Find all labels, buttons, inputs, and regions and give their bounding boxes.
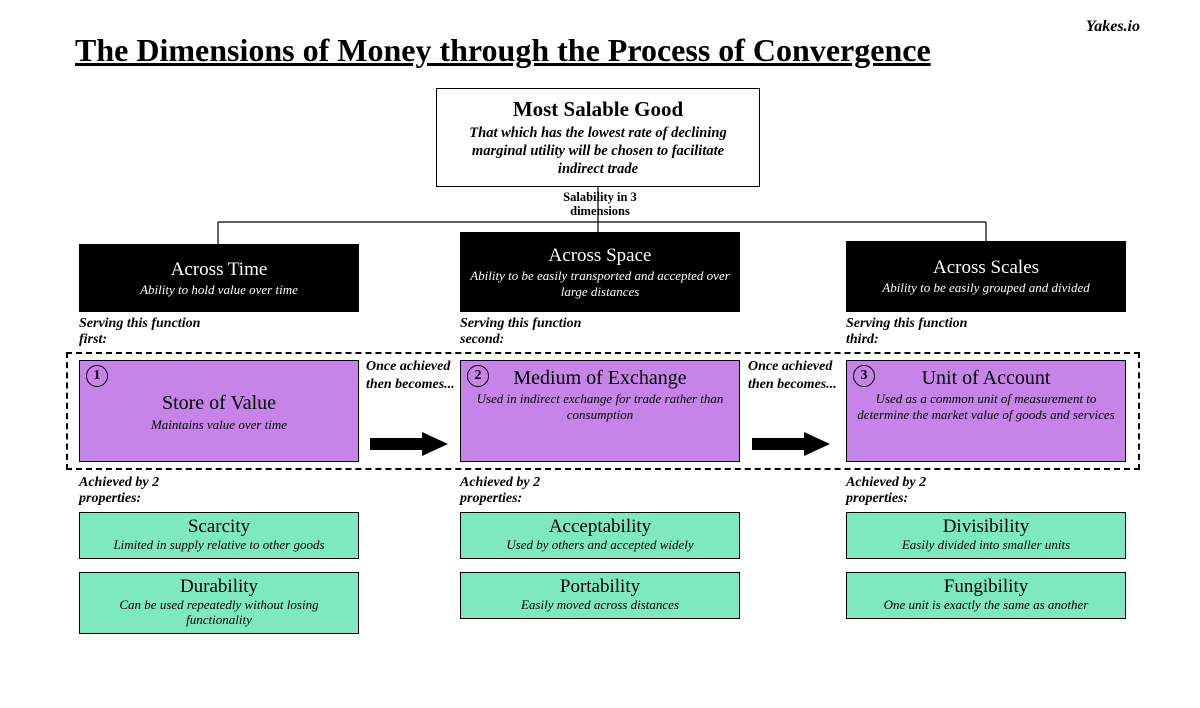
arrow-right-icon bbox=[752, 432, 830, 456]
function-unit-of-account: 3 Unit of Account Used as a common unit … bbox=[846, 360, 1126, 462]
property-title: Portability bbox=[471, 576, 729, 598]
most-salable-good-box: Most Salable Good That which has the low… bbox=[436, 88, 760, 187]
property-acceptability: Acceptability Used by others and accepte… bbox=[460, 512, 740, 559]
function-medium-of-exchange: 2 Medium of Exchange Used in indirect ex… bbox=[460, 360, 740, 462]
function-sub: Maintains value over time bbox=[90, 417, 348, 433]
function-store-of-value: 1 Store of Value Maintains value over ti… bbox=[79, 360, 359, 462]
property-fungibility: Fungibility One unit is exactly the same… bbox=[846, 572, 1126, 619]
achieved-label-1: Achieved by 2 properties: bbox=[79, 475, 219, 507]
property-title: Scarcity bbox=[90, 516, 348, 538]
property-title: Divisibility bbox=[857, 516, 1115, 538]
dimension-across-time: Across Time Ability to hold value over t… bbox=[79, 244, 359, 312]
dim-sub: Ability to be easily grouped and divided bbox=[856, 280, 1116, 296]
achieved-label-2: Achieved by 2 properties: bbox=[460, 475, 600, 507]
function-number: 1 bbox=[86, 365, 108, 387]
property-sub: Limited in supply relative to other good… bbox=[90, 538, 348, 553]
property-sub: Can be used repeatedly without losing fu… bbox=[90, 598, 348, 628]
property-portability: Portability Easily moved across distance… bbox=[460, 572, 740, 619]
arrow-right-icon bbox=[370, 432, 448, 456]
dim-title: Across Time bbox=[89, 259, 349, 281]
function-number: 2 bbox=[467, 365, 489, 387]
function-title: Store of Value bbox=[90, 392, 348, 415]
page-title: The Dimensions of Money through the Proc… bbox=[75, 32, 931, 69]
serving-first: Serving this function first: bbox=[79, 316, 219, 348]
property-divisibility: Divisibility Easily divided into smaller… bbox=[846, 512, 1126, 559]
dim-title: Across Space bbox=[470, 245, 730, 267]
dimension-across-scales: Across Scales Ability to be easily group… bbox=[846, 241, 1126, 312]
dim-sub: Ability to hold value over time bbox=[89, 282, 349, 298]
function-sub: Used as a common unit of measurement to … bbox=[857, 391, 1115, 422]
property-durability: Durability Can be used repeatedly withou… bbox=[79, 572, 359, 634]
function-title: Unit of Account bbox=[857, 367, 1115, 389]
property-sub: One unit is exactly the same as another bbox=[857, 598, 1115, 613]
dim-title: Across Scales bbox=[856, 257, 1116, 279]
property-sub: Easily moved across distances bbox=[471, 598, 729, 613]
property-title: Durability bbox=[90, 576, 348, 598]
function-title: Medium of Exchange bbox=[471, 367, 729, 389]
top-box-heading: Most Salable Good bbox=[449, 97, 747, 122]
serving-second: Serving this function second: bbox=[460, 316, 600, 348]
property-title: Fungibility bbox=[857, 576, 1115, 598]
salability-label: Salability in 3 dimensions bbox=[540, 190, 660, 219]
serving-third: Serving this function third: bbox=[846, 316, 986, 348]
function-number: 3 bbox=[853, 365, 875, 387]
function-sub: Used in indirect exchange for trade rath… bbox=[471, 391, 729, 422]
achieved-label-3: Achieved by 2 properties: bbox=[846, 475, 986, 507]
top-box-sub: That which has the lowest rate of declin… bbox=[449, 124, 747, 178]
property-title: Acceptability bbox=[471, 516, 729, 538]
property-sub: Used by others and accepted widely bbox=[471, 538, 729, 553]
property-scarcity: Scarcity Limited in supply relative to o… bbox=[79, 512, 359, 559]
property-sub: Easily divided into smaller units bbox=[857, 538, 1115, 553]
dim-sub: Ability to be easily transported and acc… bbox=[470, 268, 730, 299]
transition-text-2: Once achieved then becomes... bbox=[748, 358, 838, 393]
transition-text-1: Once achieved then becomes... bbox=[366, 358, 456, 393]
dimension-across-space: Across Space Ability to be easily transp… bbox=[460, 232, 740, 312]
attribution: Yakes.io bbox=[1086, 18, 1140, 36]
